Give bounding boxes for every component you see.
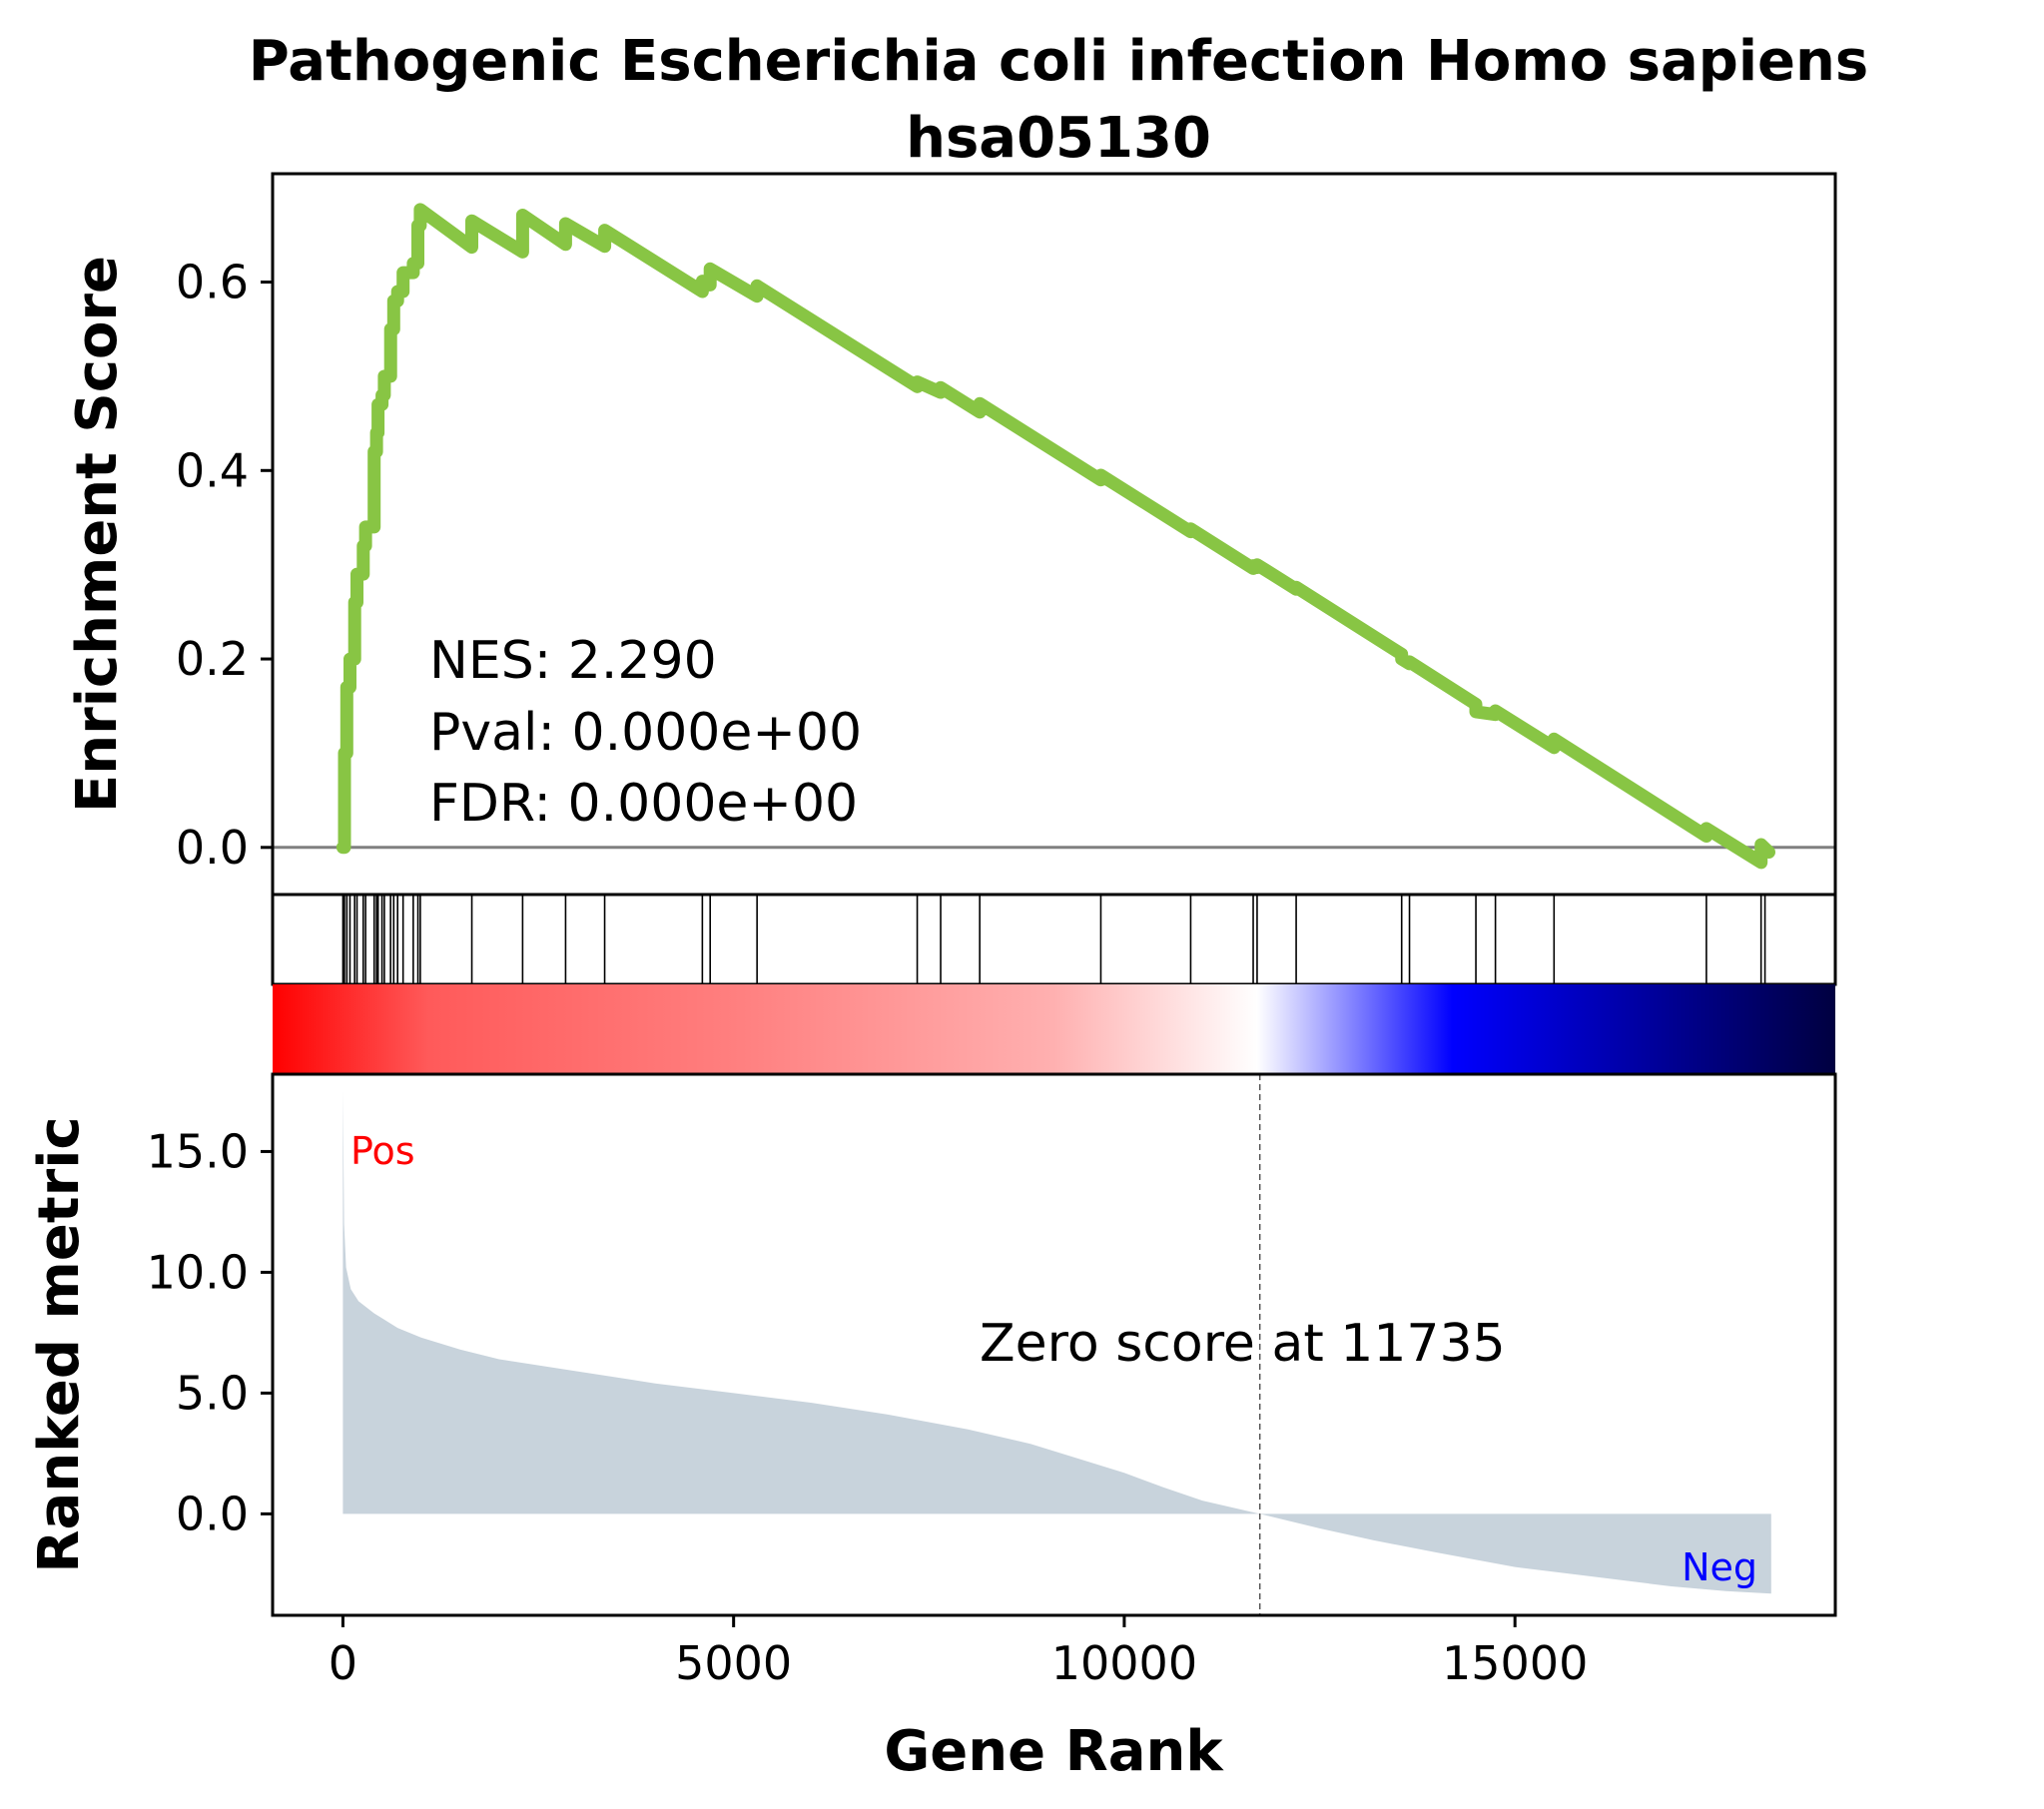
chart-subtitle: hsa05130 bbox=[906, 106, 1211, 171]
neg-label: Neg bbox=[1682, 1545, 1757, 1589]
metric-y-tick-label: 0.0 bbox=[176, 1487, 249, 1540]
x-tick-label: 5000 bbox=[675, 1636, 792, 1690]
metric-panel-frame bbox=[271, 1072, 1837, 1617]
x-tick-label: 10000 bbox=[1051, 1636, 1197, 1690]
metric-y-tick-label: 5.0 bbox=[176, 1366, 249, 1420]
es-y-tick-label: 0.4 bbox=[176, 443, 249, 497]
x-axis-label: Gene Rank bbox=[884, 1719, 1224, 1784]
chart-title: Pathogenic Escherichia coli infection Ho… bbox=[249, 29, 1868, 94]
es-y-tick-label: 0.6 bbox=[176, 256, 249, 309]
hits-panel-frame bbox=[271, 893, 1837, 986]
ranked-metric-panel: 0.0 5.0 10.0 15.0 Zero score at 11735 Pos N… bbox=[27, 1072, 1837, 1617]
es-curve bbox=[336, 203, 1775, 870]
es-y-axis-label: Enrichment Score bbox=[65, 256, 130, 813]
x-tick-label: 0 bbox=[329, 1636, 357, 1690]
x-tick-label: 15000 bbox=[1442, 1636, 1588, 1690]
hits-panel bbox=[271, 893, 1837, 986]
stats-pval: Pval: 0.000e+00 bbox=[429, 703, 862, 763]
hit-lines bbox=[341, 895, 1766, 984]
rank-color-bar bbox=[273, 984, 1835, 1074]
pos-label: Pos bbox=[350, 1129, 415, 1173]
metric-y-tick-label: 10.0 bbox=[147, 1245, 249, 1299]
metric-y-axis-label: Ranked metric bbox=[27, 1116, 92, 1572]
es-y-tick-label: 0.0 bbox=[176, 821, 249, 875]
zero-score-label: Zero score at 11735 bbox=[980, 1314, 1506, 1374]
x-axis: 0 5000 10000 15000 bbox=[329, 1615, 1588, 1690]
enrichment-score-panel: 0.00.20.40.6 NES: 2.290 Pval: 0.000e+00 … bbox=[65, 172, 1837, 897]
stats-nes: NES: 2.290 bbox=[429, 631, 717, 691]
metric-y-ticks: 0.0 5.0 10.0 15.0 bbox=[147, 1124, 273, 1540]
es-y-tick-label: 0.2 bbox=[176, 632, 249, 686]
stats-fdr: FDR: 0.000e+00 bbox=[429, 774, 858, 834]
es-y-ticks: 0.0 0.2 0.4 0.6 bbox=[176, 256, 273, 875]
ranked-metric-area bbox=[342, 1090, 1771, 1594]
metric-y-tick-label: 15.0 bbox=[147, 1124, 249, 1178]
